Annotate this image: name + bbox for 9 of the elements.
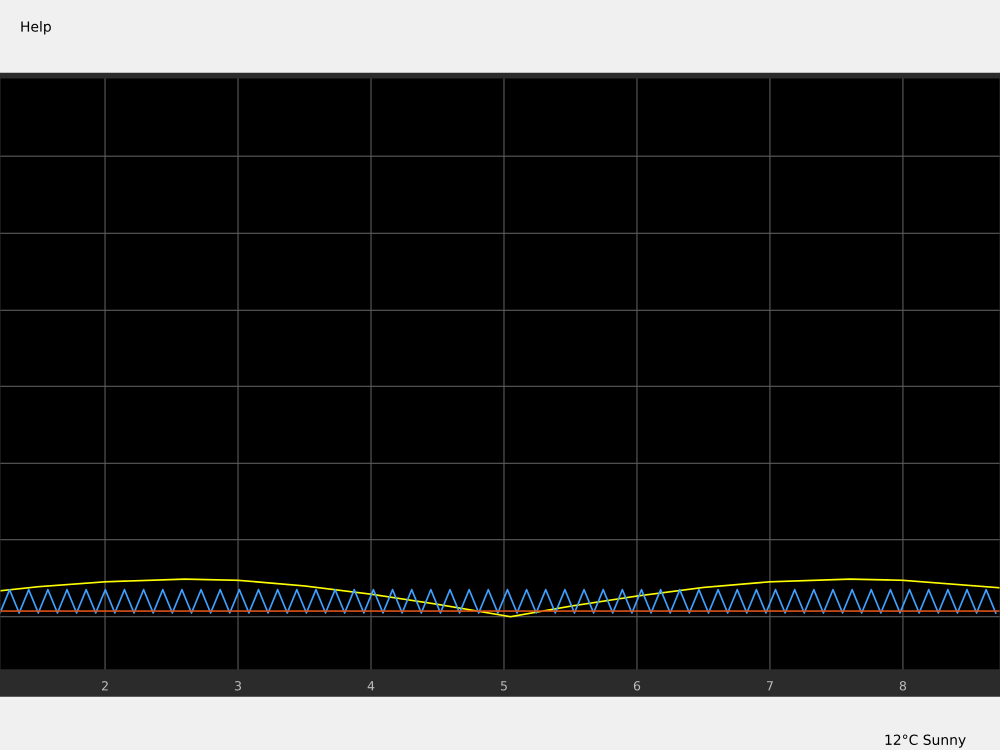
x-tick-label: 3 <box>235 681 242 691</box>
text: Help <box>21 21 51 34</box>
x-tick-label: 7 <box>766 681 773 690</box>
x-tick-label: 4 <box>368 681 374 690</box>
text: 12°C Sunny <box>886 734 966 748</box>
x-tick-label: 8 <box>900 681 906 691</box>
x-tick-label: 2 <box>102 681 108 690</box>
x-tick-label: 5 <box>500 681 507 691</box>
x-tick-label: 6 <box>634 681 640 691</box>
